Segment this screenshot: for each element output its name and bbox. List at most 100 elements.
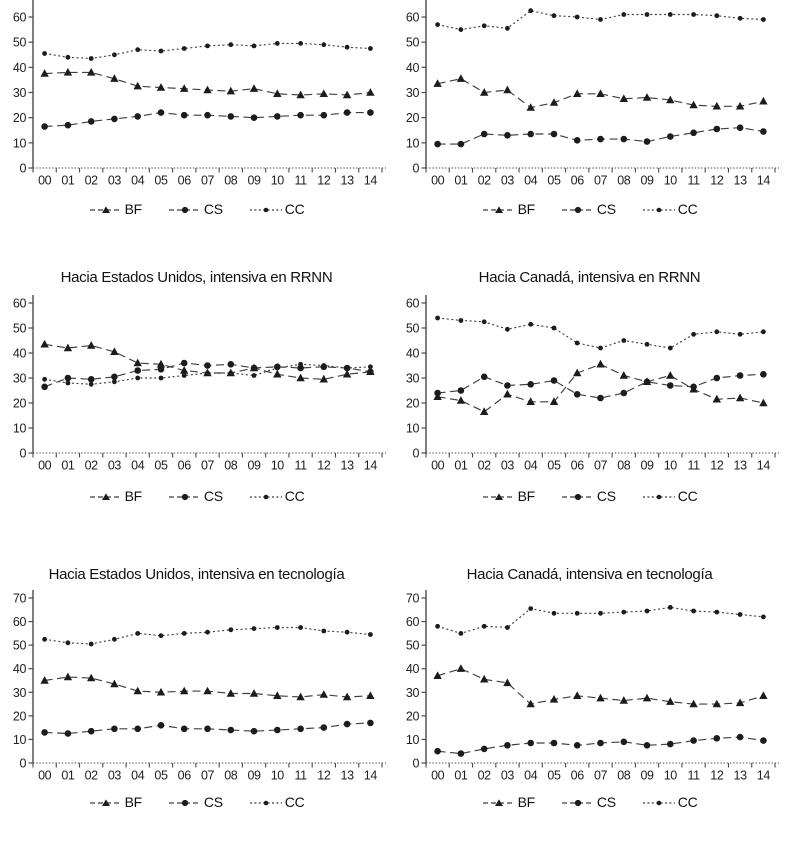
legend-item-cs: CS xyxy=(168,201,223,217)
svg-text:60: 60 xyxy=(12,297,26,311)
svg-text:05: 05 xyxy=(547,174,561,188)
svg-text:06: 06 xyxy=(177,174,191,188)
svg-text:13: 13 xyxy=(340,769,354,783)
legend-item-bf: BF xyxy=(89,201,142,217)
line-chart-top-left: 0 10 20 30 40 50 60 00 01 02 03 04 05 06 07 08 09 10 11 12 1… xyxy=(12,0,386,188)
svg-text:10: 10 xyxy=(405,136,419,150)
legend-label: CS xyxy=(596,201,616,217)
svg-text:30: 30 xyxy=(12,686,26,700)
chart-cell-top-right: 0 10 20 30 40 50 60 00 01 02 03 04 05 06 07 08 09 10 11 12 1… xyxy=(393,0,786,219)
line-chart-top-right: 0 10 20 30 40 50 60 00 01 02 03 04 05 06 07 08 09 10 11 12 1… xyxy=(405,0,779,188)
svg-text:11: 11 xyxy=(687,174,700,188)
svg-text:12: 12 xyxy=(317,769,331,783)
legend-label: CC xyxy=(284,794,305,810)
svg-text:12: 12 xyxy=(710,769,724,783)
svg-text:12: 12 xyxy=(317,459,331,473)
chart-title: Hacia Canadá, intensiva en tecnología xyxy=(466,566,713,583)
svg-text:06: 06 xyxy=(177,769,191,783)
legend-label: BF xyxy=(517,488,536,504)
svg-text:30: 30 xyxy=(405,86,419,100)
svg-text:06: 06 xyxy=(570,174,584,188)
svg-text:0: 0 xyxy=(412,757,419,771)
svg-text:04: 04 xyxy=(131,174,145,188)
legend-label: BF xyxy=(517,201,536,217)
cc-dotted-dot-icon xyxy=(642,800,675,805)
svg-text:00: 00 xyxy=(38,174,52,188)
cc-dotted-dot-icon xyxy=(249,494,282,499)
legend-item-cc: CC xyxy=(642,488,698,504)
svg-text:14: 14 xyxy=(363,174,377,188)
svg-text:13: 13 xyxy=(733,459,747,473)
svg-text:11: 11 xyxy=(687,459,700,473)
svg-text:10: 10 xyxy=(663,769,677,783)
legend: BF CS CC xyxy=(89,792,305,812)
svg-text:20: 20 xyxy=(405,111,419,125)
chart-title: Hacia Estados Unidos, intensiva en tecno… xyxy=(48,566,345,583)
svg-text:03: 03 xyxy=(500,174,514,188)
svg-text:12: 12 xyxy=(710,459,724,473)
svg-text:30: 30 xyxy=(12,86,26,100)
svg-text:0: 0 xyxy=(412,447,419,461)
svg-text:70: 70 xyxy=(12,592,26,606)
cc-dotted-dot-icon xyxy=(642,494,675,499)
svg-text:10: 10 xyxy=(12,733,26,747)
svg-text:05: 05 xyxy=(154,174,168,188)
svg-text:50: 50 xyxy=(12,322,26,336)
svg-text:50: 50 xyxy=(405,322,419,336)
legend-item-cc: CC xyxy=(642,201,698,217)
bf-dashed-triangle-icon xyxy=(482,205,515,213)
legend-label: CC xyxy=(677,794,698,810)
svg-text:0: 0 xyxy=(19,757,26,771)
svg-text:03: 03 xyxy=(107,459,121,473)
cs-dashed-circle-icon xyxy=(168,799,201,806)
svg-text:10: 10 xyxy=(12,136,26,150)
svg-text:40: 40 xyxy=(405,347,419,361)
svg-text:08: 08 xyxy=(224,459,238,473)
chart-title: Hacia Canadá, intensiva en RRNN xyxy=(478,269,701,286)
svg-text:12: 12 xyxy=(710,174,724,188)
chart-cell-us-tech: Hacia Estados Unidos, intensiva en tecno… xyxy=(0,566,393,812)
legend-label: CC xyxy=(677,488,698,504)
svg-text:10: 10 xyxy=(405,733,419,747)
svg-text:04: 04 xyxy=(524,174,538,188)
chart-cell-canada-rrnn: Hacia Canadá, intensiva en RRNN 0 10 20 30 4… xyxy=(393,269,786,506)
svg-text:11: 11 xyxy=(687,769,700,783)
svg-text:01: 01 xyxy=(61,459,75,473)
svg-text:11: 11 xyxy=(294,174,307,188)
cs-dashed-circle-icon xyxy=(561,206,594,213)
svg-text:14: 14 xyxy=(363,459,377,473)
svg-text:11: 11 xyxy=(294,459,307,473)
svg-text:06: 06 xyxy=(177,459,191,473)
svg-text:20: 20 xyxy=(12,111,26,125)
cs-dashed-circle-icon xyxy=(168,206,201,213)
svg-text:0: 0 xyxy=(19,447,26,461)
svg-text:00: 00 xyxy=(38,459,52,473)
svg-text:00: 00 xyxy=(431,174,445,188)
svg-text:09: 09 xyxy=(640,459,654,473)
bf-dashed-triangle-icon xyxy=(89,492,122,500)
bf-dashed-triangle-icon xyxy=(482,492,515,500)
svg-text:20: 20 xyxy=(12,709,26,723)
legend: BF CS CC xyxy=(482,199,698,219)
svg-text:10: 10 xyxy=(405,422,419,436)
cs-dashed-circle-icon xyxy=(561,799,594,806)
bf-dashed-triangle-icon xyxy=(482,798,515,806)
chart-cell-canada-tech: Hacia Canadá, intensiva en tecnología 0 1… xyxy=(393,566,786,812)
legend-label: BF xyxy=(517,794,536,810)
legend: BF CS CC xyxy=(89,199,305,219)
legend: BF CS CC xyxy=(482,486,698,506)
legend-label: CS xyxy=(596,794,616,810)
legend: BF CS CC xyxy=(89,486,305,506)
svg-text:02: 02 xyxy=(84,174,98,188)
svg-text:0: 0 xyxy=(19,162,26,176)
svg-text:02: 02 xyxy=(477,459,491,473)
svg-text:70: 70 xyxy=(405,592,419,606)
svg-text:0: 0 xyxy=(412,162,419,176)
svg-text:07: 07 xyxy=(593,174,607,188)
legend-item-cs: CS xyxy=(561,794,616,810)
legend-label: CS xyxy=(203,488,223,504)
svg-text:09: 09 xyxy=(640,174,654,188)
bf-dashed-triangle-icon xyxy=(89,798,122,806)
svg-text:04: 04 xyxy=(524,459,538,473)
